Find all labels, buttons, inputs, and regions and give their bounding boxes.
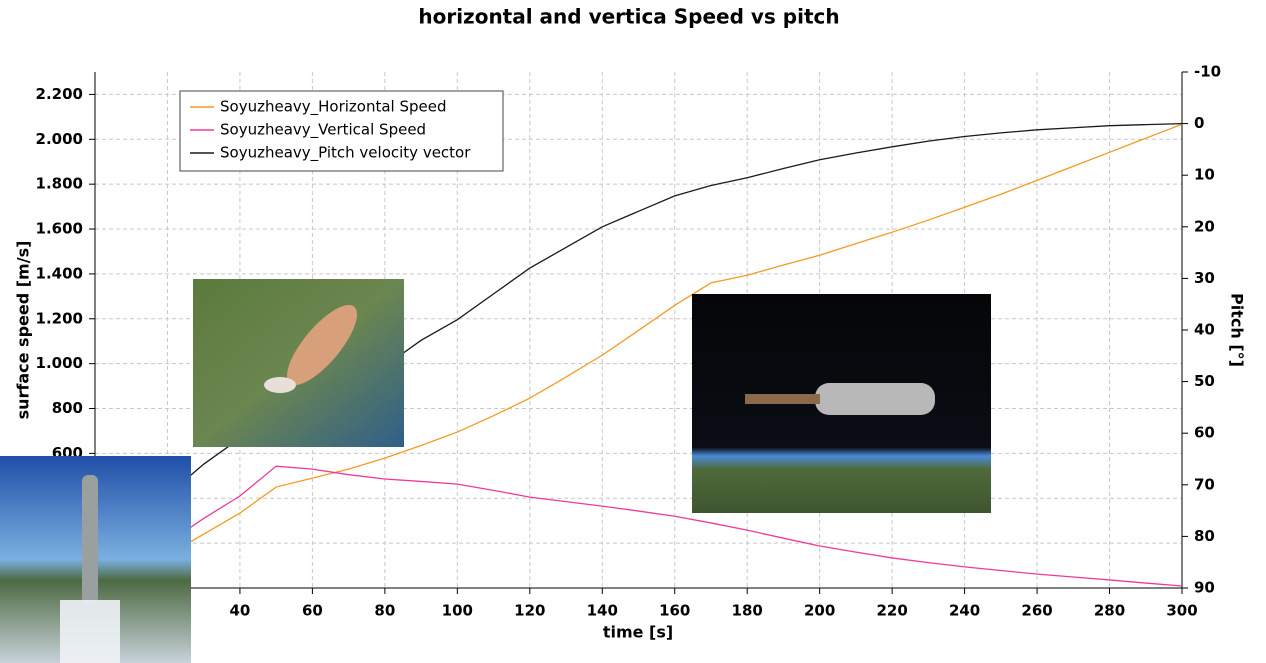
y2-tick-label: 30 — [1194, 269, 1215, 287]
x-tick-label: 180 — [732, 602, 763, 620]
series-line — [94, 465, 1183, 589]
y-axis-label: surface speed [m/s] — [14, 241, 33, 420]
series-line — [94, 123, 1183, 589]
x-tick-label: 280 — [1094, 602, 1125, 620]
y2-tick-label: 70 — [1194, 475, 1215, 493]
y-tick-label: 2.200 — [36, 85, 83, 103]
y2-tick-label: 10 — [1194, 166, 1215, 184]
y-tick-label: 2.000 — [36, 130, 83, 148]
y-tick-label: 1.600 — [36, 220, 83, 238]
chart-title: horizontal and vertica Speed vs pitch — [418, 5, 839, 29]
x-tick-label: 260 — [1021, 602, 1052, 620]
y-tick-label: 1.200 — [36, 309, 83, 327]
x-tick-label: 200 — [804, 602, 835, 620]
legend-label: Soyuzheavy_Vertical Speed — [220, 121, 426, 140]
y-tick-label: 1.400 — [36, 264, 83, 282]
y2-tick-label: 0 — [1194, 114, 1204, 132]
x-tick-label: 40 — [229, 602, 250, 620]
y2-tick-label: 60 — [1194, 424, 1215, 442]
legend-label: Soyuzheavy_Pitch velocity vector — [220, 144, 471, 163]
x-tick-label: 240 — [949, 602, 980, 620]
photo-rocket-launch — [0, 456, 191, 663]
x-tick-label: 60 — [302, 602, 323, 620]
x-tick-label: 80 — [374, 602, 395, 620]
y2-axis-label: Pitch [°] — [1228, 293, 1247, 367]
photo-rocket-ascent — [193, 279, 404, 447]
y-tick-label: 800 — [52, 399, 83, 417]
y-tick-label: 1.800 — [36, 175, 83, 193]
y2-tick-label: -10 — [1194, 63, 1221, 81]
x-tick-label: 120 — [514, 602, 545, 620]
x-tick-label: 140 — [587, 602, 618, 620]
y2-tick-label: 20 — [1194, 217, 1215, 235]
y2-tick-label: 90 — [1194, 579, 1215, 597]
photo-rocket-orbit — [692, 294, 991, 513]
y2-tick-label: 40 — [1194, 321, 1215, 339]
y-tick-label: 1.000 — [36, 354, 83, 372]
x-tick-label: 220 — [876, 602, 907, 620]
legend-box — [179, 90, 504, 172]
x-axis-label: time [s] — [603, 623, 673, 642]
x-tick-label: 100 — [442, 602, 473, 620]
y2-tick-label: 80 — [1194, 527, 1215, 545]
legend-label: Soyuzheavy_Horizontal Speed — [220, 98, 447, 117]
x-tick-label: 160 — [659, 602, 690, 620]
y2-tick-label: 50 — [1194, 372, 1215, 390]
x-tick-label: 300 — [1166, 602, 1197, 620]
